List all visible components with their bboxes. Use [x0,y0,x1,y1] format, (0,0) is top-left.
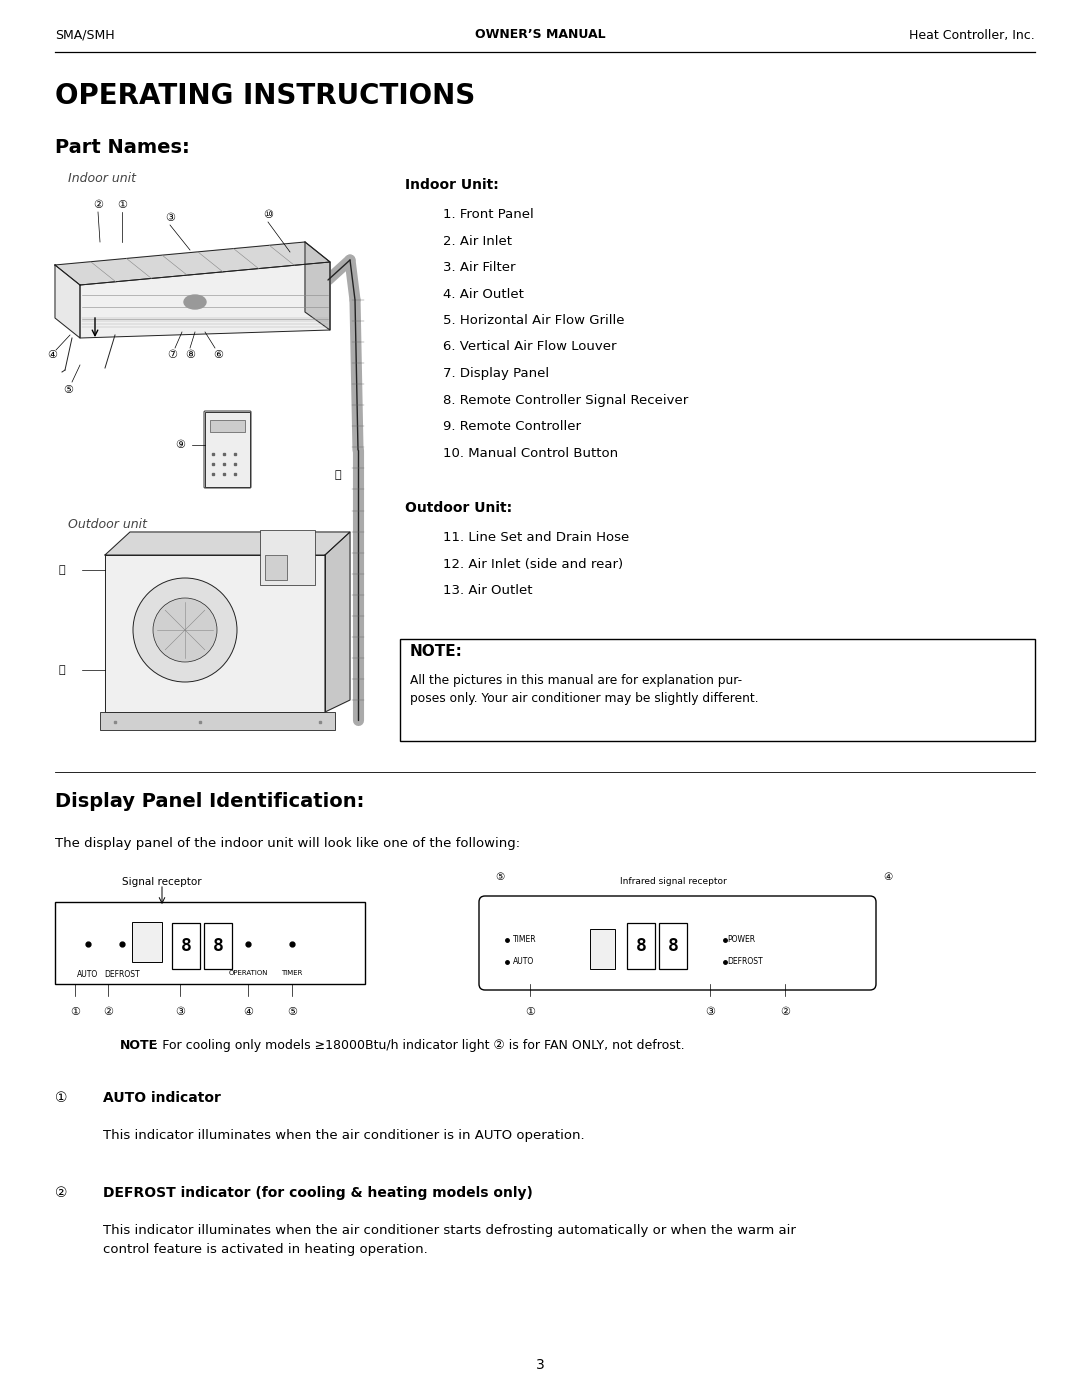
Text: Signal receptor: Signal receptor [122,877,202,887]
Text: This indicator illuminates when the air conditioner starts defrosting automatica: This indicator illuminates when the air … [103,1224,796,1256]
Text: DEFROST: DEFROST [727,957,762,967]
Bar [210,420,245,432]
Text: 5. Horizontal Air Flow Grille: 5. Horizontal Air Flow Grille [443,314,624,327]
Text: All the pictures in this manual are for explanation pur-
poses only. Your air co: All the pictures in this manual are for … [410,673,758,704]
Polygon shape [105,555,325,712]
Text: ⑩: ⑩ [264,210,273,219]
Polygon shape [55,242,330,285]
Text: DEFROST: DEFROST [104,970,139,979]
Text: 10. Manual Control Button: 10. Manual Control Button [443,447,618,460]
Text: ⑤: ⑤ [63,386,73,395]
Ellipse shape [184,295,206,309]
Bar [100,712,335,731]
Text: ⑤: ⑤ [287,1007,297,1017]
Text: 9. Remote Controller: 9. Remote Controller [443,420,581,433]
Text: NOTE:: NOTE: [410,644,463,658]
Text: TIMER: TIMER [513,936,537,944]
Circle shape [153,598,217,662]
Text: ①: ① [55,1091,67,1105]
Text: 12. Air Inlet (side and rear): 12. Air Inlet (side and rear) [443,557,623,570]
Text: DEFROST indicator (for cooling & heating models only): DEFROST indicator (for cooling & heating… [103,1186,532,1200]
Text: Indoor Unit:: Indoor Unit: [405,177,499,191]
FancyBboxPatch shape [480,895,876,990]
Text: 2. Air Inlet: 2. Air Inlet [443,235,512,247]
Text: POWER: POWER [727,936,755,944]
Text: ⑬: ⑬ [58,665,65,675]
Bar [260,529,315,585]
Text: 8: 8 [667,937,678,956]
Text: OWNER’S MANUAL: OWNER’S MANUAL [475,28,605,42]
Text: : For cooling only models ≥18000Btu/h indicator light ② is for FAN ONLY, not def: : For cooling only models ≥18000Btu/h in… [154,1039,685,1052]
Bar [205,412,249,488]
Text: ③: ③ [165,212,175,224]
Text: 8. Remote Controller Signal Receiver: 8. Remote Controller Signal Receiver [443,394,688,407]
Text: 6. Vertical Air Flow Louver: 6. Vertical Air Flow Louver [443,341,617,353]
Text: Outdoor Unit:: Outdoor Unit: [405,502,512,515]
Text: ⑦: ⑦ [167,351,177,360]
Text: 11. Line Set and Drain Hose: 11. Line Set and Drain Hose [443,531,630,543]
Text: ④: ④ [243,1007,253,1017]
Text: Infrared signal receptor: Infrared signal receptor [620,877,727,886]
Bar [590,929,615,970]
Text: ③: ③ [705,1007,715,1017]
Text: ②: ② [103,1007,113,1017]
Text: 1. Front Panel: 1. Front Panel [443,208,534,221]
Text: ①: ① [117,200,127,210]
Text: Outdoor unit: Outdoor unit [68,518,147,531]
Text: 4. Air Outlet: 4. Air Outlet [443,288,524,300]
Text: 8: 8 [213,937,224,956]
Text: ①: ① [70,1007,80,1017]
Bar [204,923,232,970]
FancyBboxPatch shape [204,411,251,488]
Text: ⑨: ⑨ [175,440,185,450]
Text: This indicator illuminates when the air conditioner is in AUTO operation.: This indicator illuminates when the air … [103,1129,584,1141]
Text: Heat Controller, Inc.: Heat Controller, Inc. [909,28,1035,42]
Text: ②: ② [55,1186,67,1200]
Text: 7. Display Panel: 7. Display Panel [443,367,549,380]
Text: OPERATING INSTRUCTIONS: OPERATING INSTRUCTIONS [55,82,475,110]
Polygon shape [80,263,330,338]
Text: Display Panel Identification:: Display Panel Identification: [55,792,364,812]
Text: Indoor unit: Indoor unit [68,172,136,184]
Text: TIMER: TIMER [281,970,302,977]
Text: AUTO indicator: AUTO indicator [103,1091,221,1105]
Bar [132,922,162,963]
Polygon shape [55,265,80,338]
Text: ⑧: ⑧ [185,351,195,360]
Polygon shape [325,532,350,712]
Text: 13. Air Outlet: 13. Air Outlet [443,584,532,597]
Bar [265,555,287,580]
Text: 3: 3 [536,1358,544,1372]
Text: AUTO: AUTO [513,957,535,967]
Bar [659,923,687,970]
Text: Part Names:: Part Names: [55,138,190,156]
Text: AUTO: AUTO [78,970,98,979]
Circle shape [133,578,237,682]
Text: ①: ① [525,1007,535,1017]
Text: ⑫: ⑫ [58,564,65,576]
Text: 8: 8 [180,937,191,956]
Bar [55,902,365,983]
Text: ⑥: ⑥ [213,351,222,360]
Text: The display panel of the indoor unit will look like one of the following:: The display panel of the indoor unit wil… [55,837,521,849]
Text: ④: ④ [883,872,893,882]
Text: 8: 8 [635,937,647,956]
Bar [172,923,200,970]
Text: ②: ② [780,1007,789,1017]
Text: ③: ③ [175,1007,185,1017]
Bar [627,923,654,970]
Text: SMA/SMH: SMA/SMH [55,28,114,42]
Text: 3. Air Filter: 3. Air Filter [443,261,515,274]
Polygon shape [305,242,330,330]
Text: OPERATION: OPERATION [228,970,268,977]
Bar [400,638,1035,740]
Text: NOTE: NOTE [120,1039,158,1052]
Polygon shape [105,532,350,555]
Text: ⑪: ⑪ [335,469,341,481]
Text: ④: ④ [48,351,57,360]
Text: ⑤: ⑤ [496,872,504,882]
Text: ②: ② [93,200,103,210]
